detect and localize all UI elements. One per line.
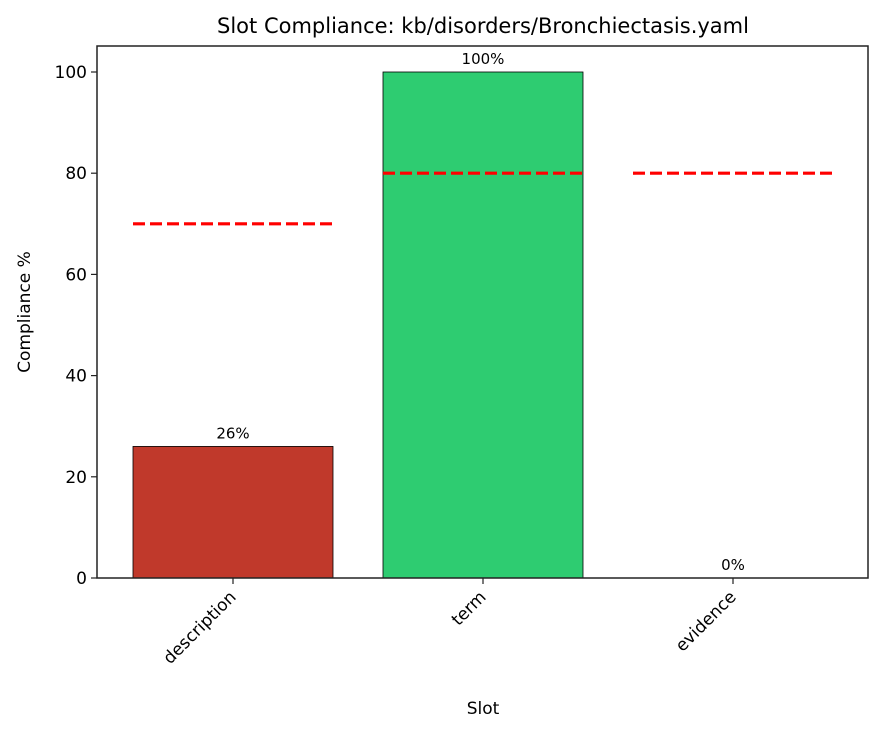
bar-term bbox=[382, 71, 584, 579]
y-tick-label: 80 bbox=[65, 164, 87, 184]
axes-frame bbox=[96, 45, 869, 579]
value-label-description: 26% bbox=[216, 424, 249, 442]
y-tick-label: 20 bbox=[65, 468, 87, 488]
value-label-term: 100% bbox=[462, 50, 505, 68]
y-tick-label: 40 bbox=[65, 367, 87, 387]
x-axis-label: Slot bbox=[467, 699, 500, 719]
bar-description bbox=[132, 446, 334, 579]
chart-title: Slot Compliance: kb/disorders/Bronchiect… bbox=[217, 14, 749, 38]
x-tick-label-description: description bbox=[160, 587, 241, 668]
x-tick-label-term: term bbox=[448, 587, 491, 630]
value-label-evidence: 0% bbox=[721, 556, 745, 574]
x-tick-label-evidence: evidence bbox=[672, 587, 741, 656]
y-tick-label: 100 bbox=[55, 63, 87, 83]
plot-area: 26% 100% 0% bbox=[132, 50, 833, 579]
y-tick-label: 0 bbox=[76, 569, 87, 589]
y-tick-label: 60 bbox=[65, 265, 87, 285]
y-axis-label: Compliance % bbox=[15, 251, 35, 373]
